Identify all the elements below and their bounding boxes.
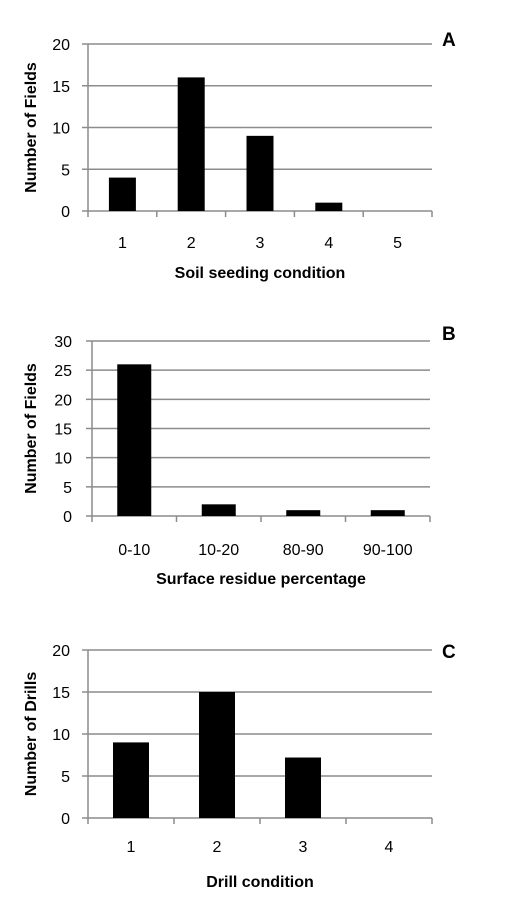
bar-a-1 [108,177,136,211]
x-tick-label: 3 [256,235,265,252]
y-tick-label: 5 [61,162,70,179]
y-tick-label: 5 [63,480,72,497]
y-tick-label: 20 [54,392,72,409]
bar-c-3 [285,757,321,818]
y-axis-title: Number of Fields [23,363,40,494]
y-tick-label: 10 [52,121,70,138]
y-tick-label: 5 [61,769,70,786]
bar-a-4 [315,202,343,211]
x-tick-label: 0-10 [118,542,150,559]
panel-label: C [442,642,456,663]
bar-a-2 [177,77,205,212]
x-axis-title: Drill condition [206,874,314,891]
x-tick-label: 5 [393,235,402,252]
y-axis-title: Number of Fields [23,62,40,193]
chart-panel-b: 0 5 10 15 20 25 30 0-10 10-20 80-90 90-100 Surface … [23,324,456,588]
x-axis-title: Soil seeding condition [175,265,346,282]
y-tick-label: 15 [54,422,72,439]
chart-panel-c: 0 5 10 15 20 1 2 3 4 Drill condition Number of Dri… [23,642,456,891]
bar-a-3 [246,135,274,211]
bar-b-0-10 [117,364,152,516]
bar-b-80-90 [286,510,321,516]
y-tick-label: 15 [52,685,70,702]
x-axis-title: Surface residue percentage [156,571,366,588]
y-tick-label: 0 [63,509,72,526]
y-tick-label: 15 [52,79,70,96]
x-tick-label: 90-100 [363,542,413,559]
x-tick-label: 10-20 [198,542,239,559]
x-tick-label: 2 [187,235,196,252]
bar-b-10-20 [201,504,236,516]
y-tick-label: 10 [52,727,70,744]
y-tick-label: 0 [61,204,70,221]
x-tick-label: 2 [213,839,222,856]
x-tick-label: 3 [299,839,308,856]
x-tick-label: 1 [127,839,136,856]
y-axis-title: Number of Drills [23,672,40,797]
y-tick-label: 0 [61,811,70,828]
y-tick-label: 25 [54,363,72,380]
y-tick-label: 20 [52,643,70,660]
x-tick-label: 4 [385,839,394,856]
bar-c-1 [113,742,149,818]
panel-label: A [442,30,456,51]
bar-b-90-100 [370,510,405,516]
x-tick-label: 4 [324,235,333,252]
panel-label: B [442,324,456,345]
bar-c-2 [199,692,235,818]
x-tick-label: 80-90 [283,542,324,559]
y-tick-label: 20 [52,37,70,54]
y-tick-label: 30 [54,334,72,351]
x-tick-label: 1 [118,235,127,252]
y-tick-label: 10 [54,451,72,468]
chart-panel-a: 0 5 10 15 20 1 2 3 4 5 Soil seeding condition Numbe… [23,30,456,282]
